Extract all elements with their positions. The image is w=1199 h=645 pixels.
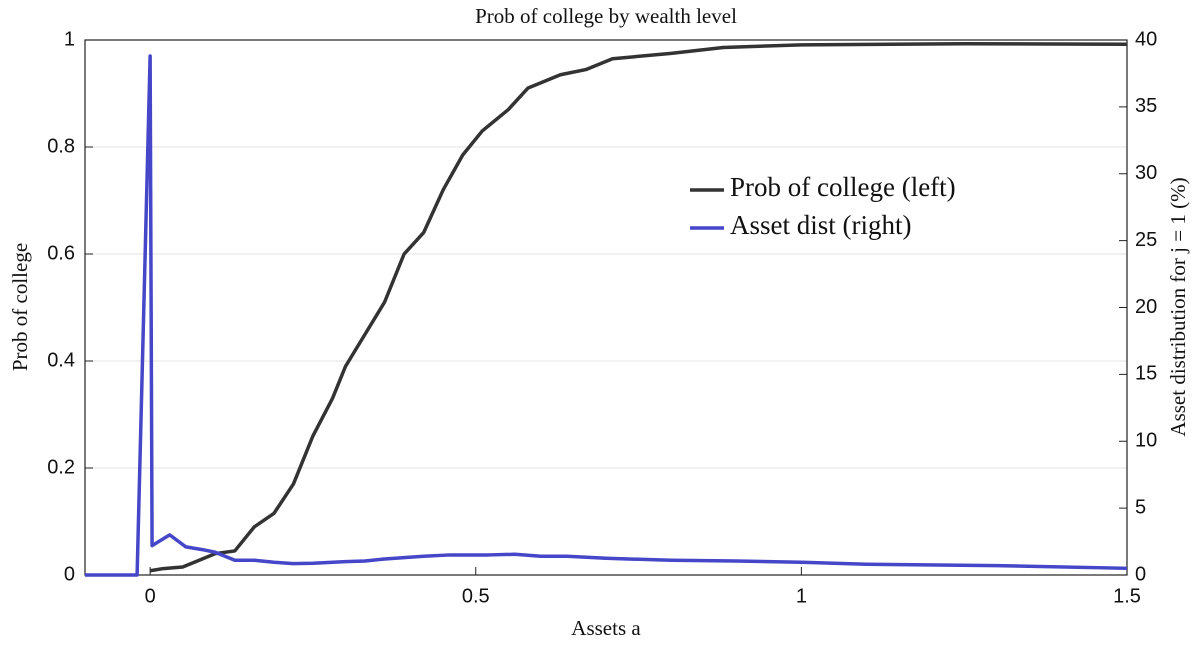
x-tick-label: 1 xyxy=(796,585,807,607)
y2-tick-label: 25 xyxy=(1135,229,1157,251)
y-axis-label: Prob of college xyxy=(8,243,32,371)
y-tick-label: 0 xyxy=(64,563,75,585)
legend-label: Prob of college (left) xyxy=(730,172,956,202)
y2-tick-label: 30 xyxy=(1135,162,1157,184)
y2-tick-label: 40 xyxy=(1135,28,1157,50)
y-tick-label: 1 xyxy=(64,28,75,50)
chart-title: Prob of college by wealth level xyxy=(475,4,737,28)
series-line xyxy=(85,54,1128,577)
x-axis-label: Assets a xyxy=(571,616,641,640)
y2-tick-label: 15 xyxy=(1135,363,1157,385)
y-tick-label: 0.2 xyxy=(47,456,75,478)
x-tick-label: 0.5 xyxy=(462,585,490,607)
y2-tick-label: 35 xyxy=(1135,95,1157,117)
series-line xyxy=(149,41,1128,573)
plot-frame xyxy=(84,39,1128,576)
y-tick-label: 0.8 xyxy=(47,135,75,157)
legend-label: Asset dist (right) xyxy=(730,210,912,240)
x-tick-label: 1.5 xyxy=(1113,585,1141,607)
y-tick-label: 0.6 xyxy=(47,242,75,264)
y2-axis-label: Asset distribution for j = 1 (%) xyxy=(1166,177,1190,436)
y2-tick-label: 0 xyxy=(1135,563,1146,585)
x-tick-label: 0 xyxy=(145,585,156,607)
y-tick-label: 0.4 xyxy=(47,349,75,371)
y2-tick-label: 20 xyxy=(1135,296,1157,318)
y2-tick-label: 10 xyxy=(1135,430,1157,452)
y2-tick-label: 5 xyxy=(1135,496,1146,518)
